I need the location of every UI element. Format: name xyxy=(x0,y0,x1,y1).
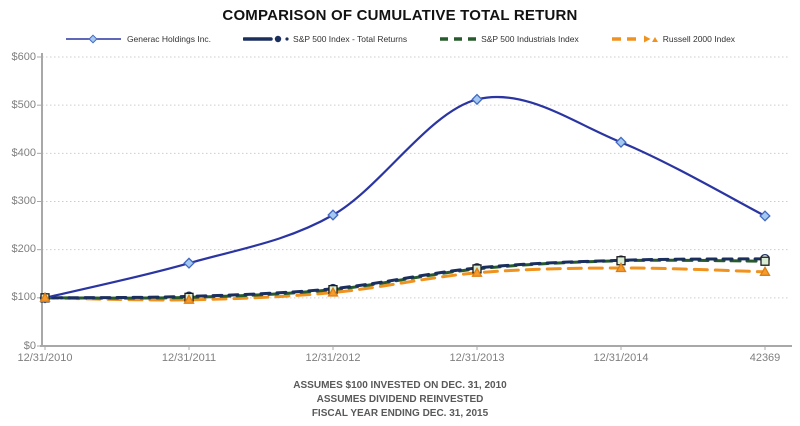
y-axis-label-300: $300 xyxy=(11,195,36,207)
marker-triangle-russell-2000-index xyxy=(759,265,771,276)
marker-triangle-russell-2000-index xyxy=(615,262,627,273)
marker-square-s-p-500-industrials-index xyxy=(760,256,770,266)
marker-triangle-russell-2000-index xyxy=(39,292,51,302)
footnote-fiscal-year: FISCAL YEAR ENDING DEC. 31, 2015 xyxy=(311,408,489,419)
y-axis-label-500: $500 xyxy=(11,98,36,111)
x-axis-label-42369: 42369 xyxy=(749,352,781,364)
generac-holdings-inc-legend-sample-icon xyxy=(65,34,121,44)
marker-diamond-generac-holdings-inc xyxy=(471,93,483,106)
x-axis-label-12-31-2011: 12/31/2011 xyxy=(161,352,217,364)
y-axis-label-0: $0 xyxy=(23,339,36,352)
s-p-500-industrials-index-legend-sample-icon xyxy=(440,37,477,41)
legend-label-russell-2000-index: Russell 2000 Index xyxy=(662,34,736,44)
x-axis-label-12-31-2014: 12/31/2014 xyxy=(593,352,649,364)
legend-label-s-p-500-index-total-returns: S&P 500 Index - Total Returns xyxy=(293,34,408,44)
series-line-russell-2000-index xyxy=(43,266,767,302)
legend-label-s-p-500-industrials-index: S&P 500 Industrials Index xyxy=(481,34,579,44)
legend-item-s-p-500-index-total-returns: S&P 500 Index - Total Returns xyxy=(243,33,407,45)
series-line-generac-holdings-inc xyxy=(43,95,767,299)
chart-footnotes: ASSUMES $100 INVESTED ON DEC. 31, 2010 A… xyxy=(0,379,800,421)
marker-triangle-russell-2000-index xyxy=(327,286,339,297)
legend-label-generac-holdings-inc: Generac Holdings Inc. xyxy=(126,34,212,44)
marker-triangle-russell-2000-index xyxy=(183,293,195,304)
marker-diamond-generac-holdings-inc xyxy=(327,209,339,221)
y-axis-label-600: $600 xyxy=(11,50,36,63)
marker-diamond-generac-holdings-inc xyxy=(759,210,771,222)
x-axis-label-12-31-2013: 12/31/2013 xyxy=(449,352,505,364)
marker-diamond-generac-holdings-inc xyxy=(615,136,627,148)
chart-legend: Generac Holdings Inc. S&P 500 Index - Tot… xyxy=(0,33,800,45)
legend-item-generac-holdings-inc: Generac Holdings Inc. xyxy=(65,33,211,45)
legend-item-s-p-500-industrials-index: S&P 500 Industrials Index xyxy=(439,33,579,45)
series-line-s-p-500-index-total-returns xyxy=(43,257,767,300)
footnote-invested: ASSUMES $100 INVESTED ON DEC. 31, 2010 xyxy=(293,380,507,391)
marker-diamond-generac-holdings-inc xyxy=(183,257,195,269)
y-axis-label-200: $200 xyxy=(11,243,36,256)
russell-2000-index-legend-sample-icon xyxy=(611,35,658,43)
s-p-500-index-total-returns-legend-sample-icon xyxy=(243,35,289,43)
y-axis-label-100: $100 xyxy=(11,291,36,304)
legend-item-russell-2000-index: Russell 2000 Index xyxy=(611,33,735,45)
y-axis-label-400: $400 xyxy=(11,146,36,159)
footnote-dividend: ASSUMES DIVIDEND REINVESTED xyxy=(316,394,484,405)
x-axis-label-12-31-2012: 12/31/2012 xyxy=(305,352,361,364)
x-axis-label-12-31-2010: 12/31/2010 xyxy=(17,352,73,364)
chart-title: COMPARISON OF CUMULATIVE TOTAL RETURN xyxy=(222,7,578,24)
marker-triangle-russell-2000-index xyxy=(471,266,483,277)
